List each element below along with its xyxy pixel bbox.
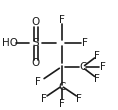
Text: C: C xyxy=(79,62,86,72)
Text: S: S xyxy=(33,38,39,48)
Text: O: O xyxy=(32,17,40,27)
Text: F: F xyxy=(59,15,65,25)
Text: F: F xyxy=(82,38,88,48)
Text: F: F xyxy=(94,74,100,84)
Text: F: F xyxy=(94,51,100,61)
Text: F: F xyxy=(76,94,82,104)
Text: F: F xyxy=(59,99,65,109)
Text: O: O xyxy=(32,58,40,68)
Text: F: F xyxy=(41,94,47,104)
Text: HO: HO xyxy=(2,38,18,48)
Text: F: F xyxy=(100,62,106,72)
Text: F: F xyxy=(35,77,41,87)
Text: C: C xyxy=(58,82,65,92)
